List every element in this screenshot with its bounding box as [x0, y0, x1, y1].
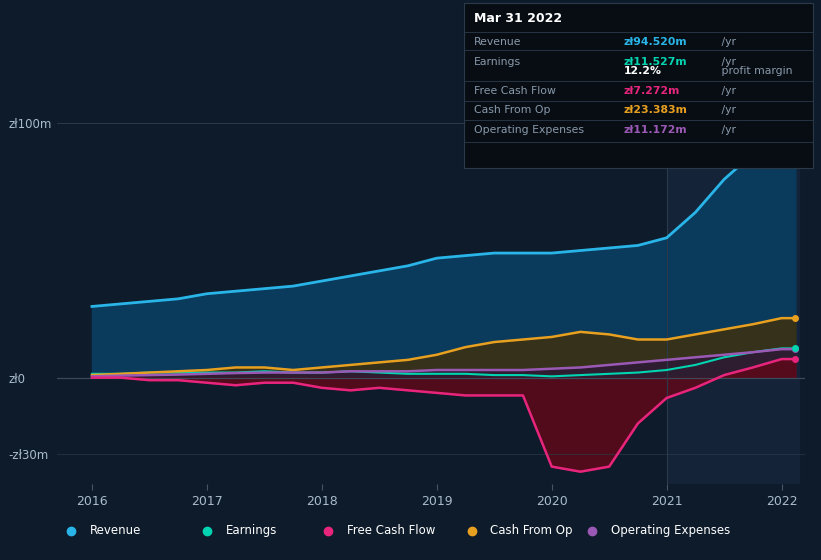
Text: /yr: /yr [718, 125, 736, 136]
Text: 12.2%: 12.2% [624, 66, 662, 76]
Text: Earnings: Earnings [474, 57, 521, 67]
Text: Operating Expenses: Operating Expenses [612, 524, 731, 537]
Text: Revenue: Revenue [90, 524, 141, 537]
Text: zł7.272m: zł7.272m [624, 86, 681, 96]
Text: Earnings: Earnings [226, 524, 277, 537]
Text: Cash From Op: Cash From Op [490, 524, 573, 537]
Text: zł11.527m: zł11.527m [624, 57, 687, 67]
Text: profit margin: profit margin [718, 66, 793, 76]
Text: Operating Expenses: Operating Expenses [474, 125, 584, 136]
Text: zł23.383m: zł23.383m [624, 105, 688, 115]
Text: /yr: /yr [718, 57, 736, 67]
Text: Revenue: Revenue [474, 37, 521, 47]
Text: zł11.172m: zł11.172m [624, 125, 687, 136]
Text: Mar 31 2022: Mar 31 2022 [474, 12, 562, 25]
Bar [667, 98, 799, 484]
Text: Free Cash Flow: Free Cash Flow [347, 524, 435, 537]
Text: Free Cash Flow: Free Cash Flow [474, 86, 556, 96]
Text: /yr: /yr [718, 105, 736, 115]
Text: /yr: /yr [718, 37, 736, 47]
Text: Cash From Op: Cash From Op [474, 105, 550, 115]
Text: /yr: /yr [718, 86, 736, 96]
Text: zł94.520m: zł94.520m [624, 37, 687, 47]
